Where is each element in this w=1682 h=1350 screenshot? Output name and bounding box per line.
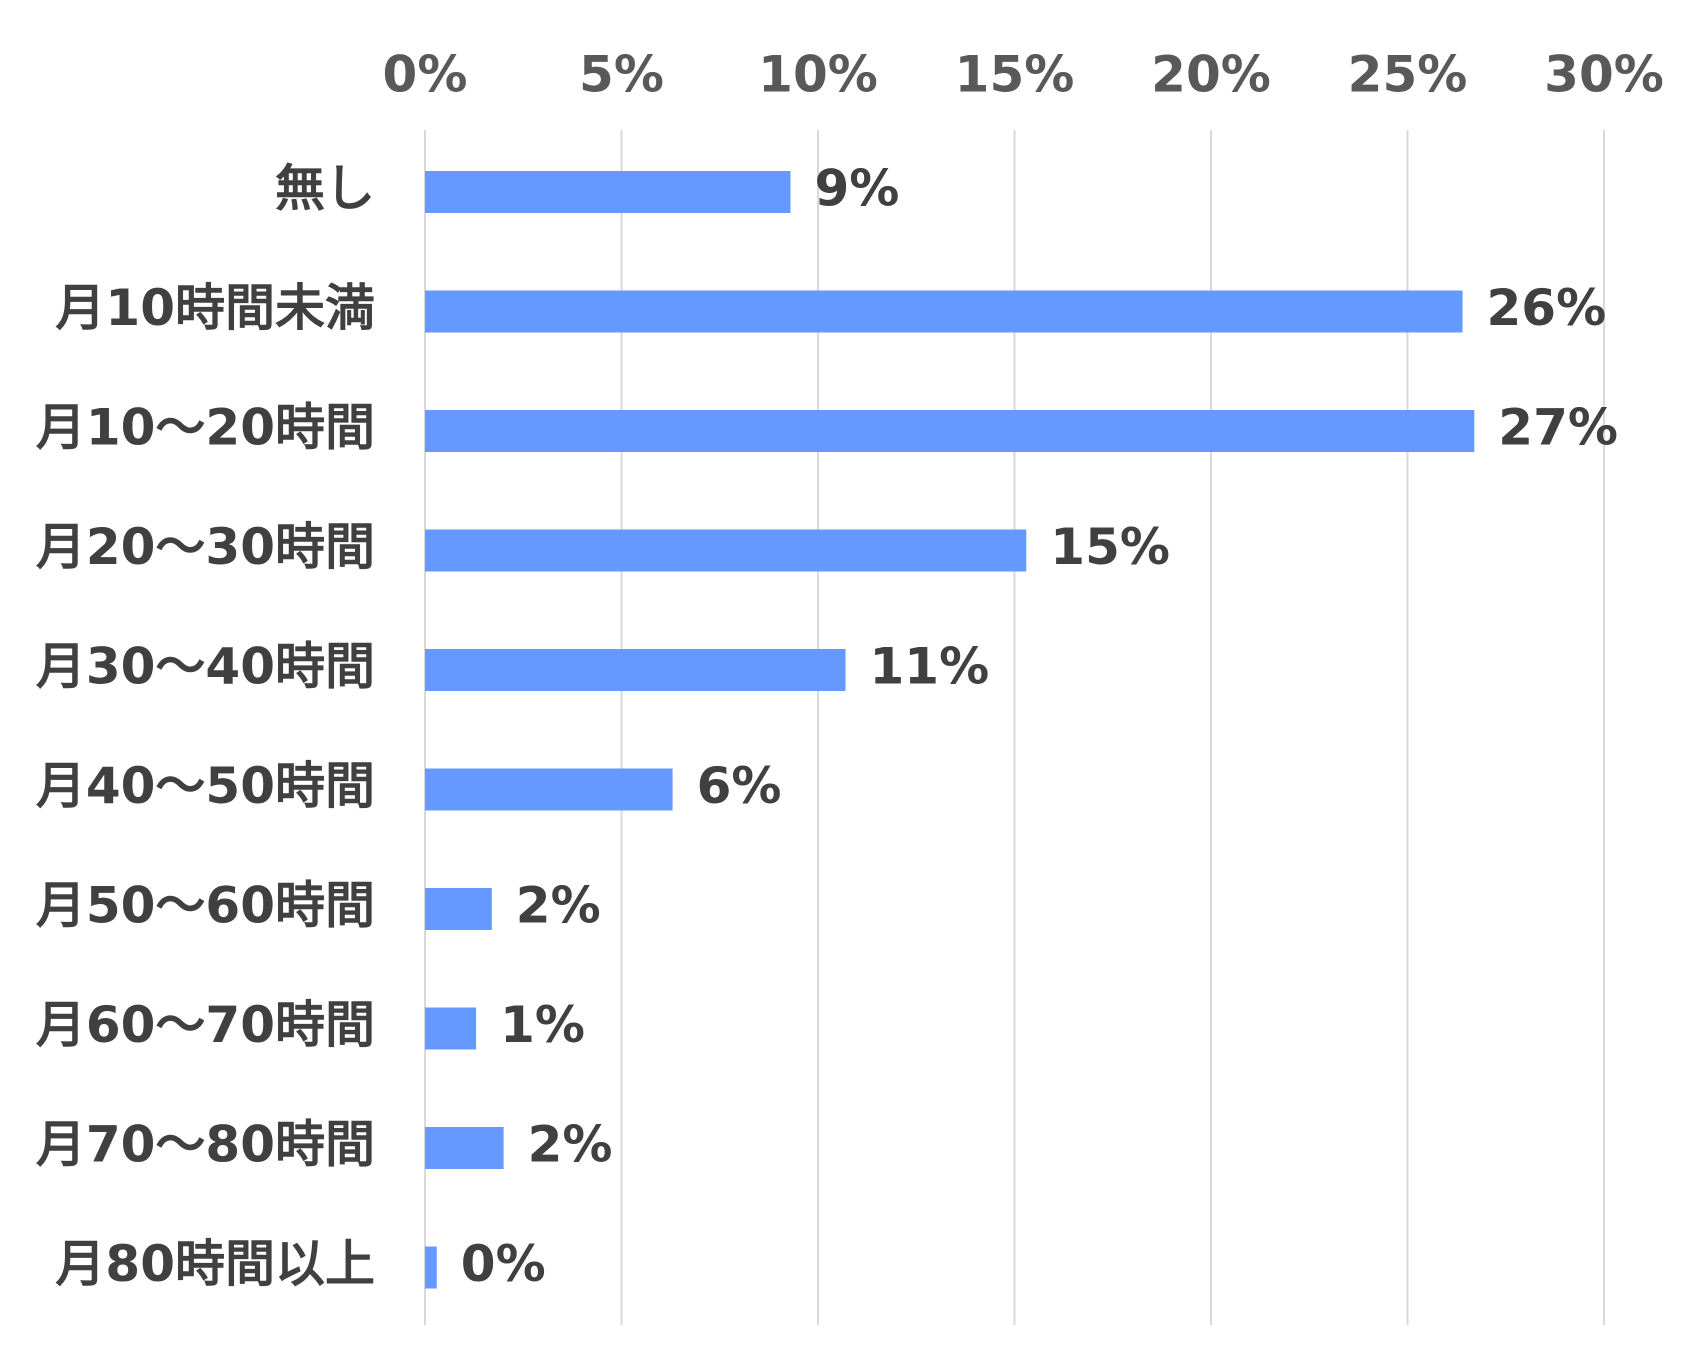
bar: [425, 768, 673, 811]
category-label: 月40～50時間: [36, 757, 375, 815]
x-tick-label: 25%: [1348, 46, 1468, 104]
bar: [425, 171, 791, 213]
category-label: 月30～40時間: [36, 638, 375, 696]
category-labels: 無し月10時間未満月10～20時間月20～30時間月30～40時間月40～50時…: [36, 160, 375, 1294]
data-label: 1%: [500, 996, 585, 1054]
data-label: 6%: [697, 757, 782, 815]
data-label: 15%: [1050, 518, 1170, 576]
category-label: 月10～20時間: [36, 399, 375, 457]
x-tick-label: 30%: [1544, 46, 1664, 104]
x-tick-label: 15%: [955, 46, 1075, 104]
data-label: 2%: [528, 1116, 613, 1174]
category-label: 月70～80時間: [36, 1116, 375, 1174]
data-label: 2%: [516, 877, 601, 935]
x-tick-label: 10%: [758, 46, 878, 104]
data-label: 27%: [1498, 399, 1618, 457]
bar: [425, 649, 846, 691]
category-label: 月80時間以上: [55, 1235, 375, 1293]
x-tick-label: 5%: [579, 46, 664, 104]
x-tick-label: 20%: [1151, 46, 1271, 104]
data-label: 26%: [1487, 279, 1607, 337]
data-label: 9%: [814, 160, 899, 218]
category-label: 月20～30時間: [36, 518, 375, 576]
bar: [425, 410, 1475, 452]
data-label: 0%: [461, 1235, 546, 1293]
bars: [425, 171, 1475, 1289]
bar: [425, 529, 1027, 572]
x-tick-label: 0%: [383, 46, 468, 104]
data-labels: 9% 26% 27% 15% 11% 6% 2% 1% 2% 0%: [461, 160, 1618, 1294]
bar: [425, 1007, 477, 1050]
category-label: 月60～70時間: [36, 996, 375, 1054]
bar: [425, 888, 492, 930]
bar: [425, 1246, 437, 1289]
data-label: 11%: [870, 638, 990, 696]
category-label: 月50～60時間: [36, 877, 375, 935]
x-axis-tick-labels: 0% 5% 10% 15% 20% 25% 30%: [383, 46, 1664, 104]
bar: [425, 290, 1463, 333]
category-label: 月10時間未満: [55, 279, 375, 337]
category-label: 無し: [275, 160, 375, 218]
bar: [425, 1127, 504, 1169]
